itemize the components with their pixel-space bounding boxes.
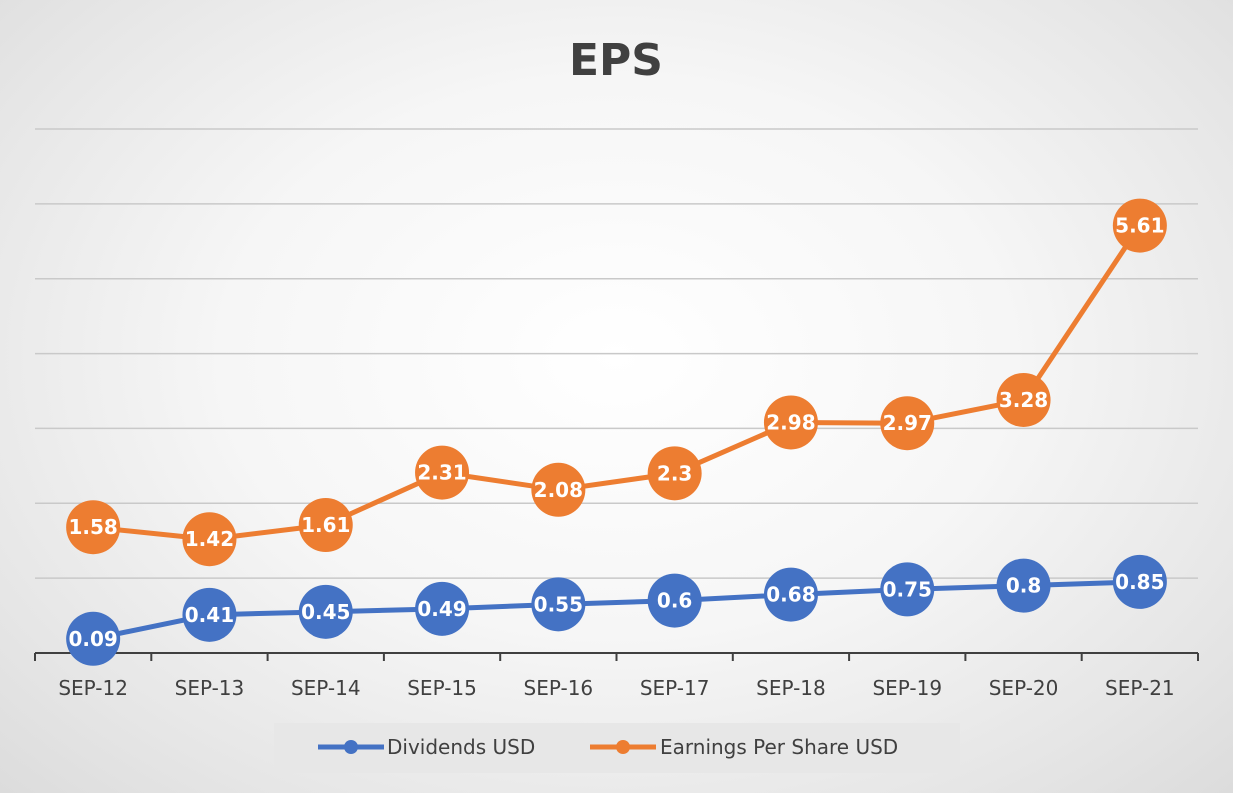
data-point-1-0 — [66, 500, 121, 555]
data-label-0-8: 0.8 — [1006, 574, 1041, 598]
series-1: 1.58 1.42 1.61 2.31 2.08 2.3 2.98 2.97 3.28 5.61 — [66, 198, 1167, 567]
x-tick-label-0: SEP-12 — [58, 676, 128, 700]
legend-marker-eps — [616, 740, 630, 754]
data-point-1-1 — [182, 512, 237, 567]
data-label-0-1: 0.41 — [185, 603, 234, 627]
data-point-0-3 — [415, 581, 470, 636]
data-label-0-6: 0.68 — [766, 583, 815, 607]
series-layer: 0.09 0.41 0.45 0.49 0.55 0.6 0.68 0.75 0.8 0.85 1.… — [66, 198, 1167, 666]
data-point-0-0 — [66, 611, 121, 666]
data-point-1-3 — [415, 445, 470, 500]
x-axis: SEP-12 SEP-13 SEP-14 SEP-15 SEP-16 SEP-17 SEP-… — [34, 652, 1199, 700]
data-label-1-4: 2.08 — [534, 478, 583, 502]
legend-marker-dividends — [344, 740, 358, 754]
x-tick-label-5: SEP-17 — [640, 676, 710, 700]
data-point-0-8 — [996, 558, 1051, 613]
data-label-0-0: 0.09 — [68, 627, 117, 651]
x-tick-label-2: SEP-14 — [291, 676, 361, 700]
data-point-0-9 — [1112, 554, 1167, 609]
data-point-0-6 — [763, 567, 818, 622]
data-label-0-4: 0.55 — [534, 592, 583, 616]
series-0: 0.09 0.41 0.45 0.49 0.55 0.6 0.68 0.75 0.8 0.85 — [66, 554, 1167, 666]
data-point-0-1 — [182, 587, 237, 642]
data-point-1-2 — [298, 497, 353, 552]
series-line-1 — [90, 223, 1143, 542]
legend-label-dividends: Dividends USD — [387, 735, 535, 759]
data-point-0-7 — [880, 562, 935, 617]
data-label-1-3: 2.31 — [417, 461, 466, 485]
data-label-0-9: 0.85 — [1115, 570, 1164, 594]
x-tick-label-6: SEP-18 — [756, 676, 826, 700]
data-label-0-5: 0.6 — [657, 589, 692, 613]
chart-title: EPS — [569, 35, 663, 86]
data-point-1-6 — [763, 395, 818, 450]
data-label-1-5: 2.3 — [657, 461, 692, 485]
data-point-0-4 — [531, 577, 586, 632]
data-label-1-6: 2.98 — [766, 410, 815, 434]
data-point-1-4 — [531, 462, 586, 517]
x-tick-label-4: SEP-16 — [524, 676, 594, 700]
data-label-1-0: 1.58 — [68, 515, 117, 539]
data-point-1-8 — [996, 372, 1051, 427]
x-tick-label-3: SEP-15 — [407, 676, 477, 700]
legend-item-dividends: Dividends USD — [318, 735, 535, 759]
x-tick-label-1: SEP-13 — [175, 676, 245, 700]
series-line-0 — [90, 579, 1143, 642]
data-label-1-1: 1.42 — [185, 527, 234, 551]
data-point-1-7 — [880, 396, 935, 451]
legend-item-eps: Earnings Per Share USD — [590, 735, 898, 759]
data-point-0-5 — [647, 573, 702, 628]
legend-label-eps: Earnings Per Share USD — [660, 735, 898, 759]
data-label-0-7: 0.75 — [883, 577, 932, 601]
data-point-1-5 — [647, 446, 702, 501]
data-point-1-9 — [1112, 198, 1167, 253]
x-tick-label-9: SEP-21 — [1105, 676, 1175, 700]
data-label-1-2: 1.61 — [301, 513, 350, 537]
x-tick-label-8: SEP-20 — [989, 676, 1059, 700]
gridlines — [35, 128, 1198, 579]
data-label-0-2: 0.45 — [301, 600, 350, 624]
x-tick-label-7: SEP-19 — [872, 676, 942, 700]
data-label-0-3: 0.49 — [417, 597, 466, 621]
data-label-1-8: 3.28 — [999, 388, 1048, 412]
legend: Dividends USD Earnings Per Share USD — [274, 723, 960, 773]
data-label-1-7: 2.97 — [883, 411, 932, 435]
data-point-0-2 — [298, 584, 353, 639]
data-label-1-9: 5.61 — [1115, 214, 1164, 238]
